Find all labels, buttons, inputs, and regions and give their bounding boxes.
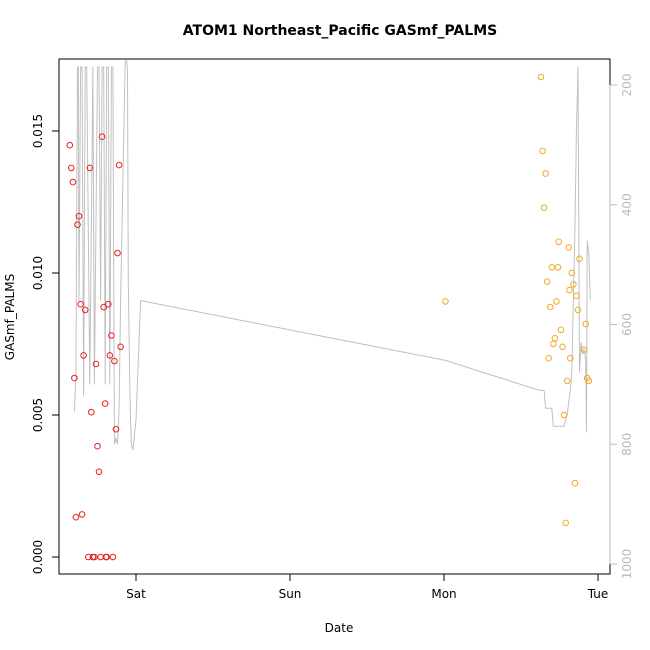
data-point-series-2: [562, 519, 570, 527]
y-axis: 0.000 0.005 0.010 0.015: [31, 114, 60, 574]
data-point-series-2: [574, 306, 582, 314]
data-point-series-1: [109, 553, 117, 561]
y2-tick-label: 400: [620, 193, 634, 216]
data-point-series-2: [550, 340, 557, 348]
data-point-series-1: [66, 141, 74, 149]
plot-frame: [58, 58, 611, 575]
data-point-series-1: [77, 300, 84, 308]
data-point-series-1: [98, 133, 106, 140]
data-point-series-1: [94, 442, 101, 450]
data-point-series-2: [576, 255, 583, 263]
data-point-series-1: [71, 374, 78, 382]
data-point-series-1: [112, 425, 120, 433]
data-point-series-1: [95, 468, 103, 476]
data-point-series-1: [97, 553, 104, 561]
data-point-series-1: [115, 161, 123, 169]
data-point-series-2: [555, 238, 563, 246]
chart-title: ATOM1 Northeast_Pacific GASmf_PALMS: [183, 23, 497, 39]
data-point-series-1: [91, 553, 98, 561]
y2-tick-label: 600: [620, 313, 634, 336]
data-point-series-2: [571, 479, 579, 487]
data-point-series-2: [580, 346, 588, 354]
y-axis-title: GASmf_PALMS: [3, 274, 17, 360]
data-point-series-1: [105, 300, 112, 308]
data-point-series-1: [106, 352, 114, 359]
data-point-series-1: [74, 221, 81, 228]
data-point-series-1: [92, 360, 100, 368]
data-point-series-1: [103, 553, 110, 561]
y2-tick-label: 1000: [620, 549, 634, 580]
data-point-series-1: [111, 357, 118, 365]
data-point-series-1: [68, 164, 75, 172]
x-axis: Sat Sun Mon Tue: [126, 573, 609, 601]
data-point-series-2: [573, 292, 580, 300]
data-point-series-2: [543, 278, 551, 285]
data-point-series-1: [81, 306, 89, 314]
data-point-series-1: [69, 178, 77, 186]
data-point-series-2: [567, 354, 574, 362]
data-point-series-1: [101, 400, 109, 407]
data-point-series-1: [86, 164, 94, 172]
data-point-series-1: [85, 553, 92, 561]
x-tick-label: Sun: [279, 587, 302, 601]
data-point-series-1: [117, 343, 124, 351]
data-point-series-2: [566, 286, 573, 294]
data-point-series-2: [582, 320, 590, 328]
data-point-series-2: [554, 264, 562, 271]
y-tick-label: 0.015: [31, 114, 45, 148]
data-point-series-2: [537, 73, 545, 81]
data-point-series-2: [547, 303, 554, 311]
data-point-series-1: [100, 303, 107, 311]
data-point-series-1: [80, 352, 87, 359]
y-tick-label: 0.010: [31, 256, 45, 290]
altitude-trace-layer: [73, 60, 591, 451]
data-point-series-2: [539, 147, 546, 155]
data-point-series-2: [568, 269, 576, 277]
y2-tick-label: 800: [620, 433, 634, 456]
y-tick-label: 0.005: [31, 398, 45, 432]
x-tick-label: Mon: [431, 587, 456, 601]
data-point-series-1: [75, 212, 83, 220]
y2-tick-label: 200: [620, 74, 634, 97]
x-axis-title: Date: [325, 621, 354, 635]
data-point-series-1: [88, 408, 95, 416]
data-point-series-1: [114, 249, 121, 257]
data-point-series-2: [553, 298, 560, 305]
y2-axis: 200 400 600 800 1000: [609, 74, 634, 580]
points-layer: [66, 73, 593, 561]
data-point-series-2: [560, 411, 568, 419]
data-point-series-2: [551, 335, 559, 342]
data-point-series-2: [442, 298, 449, 305]
data-point-series-2: [559, 343, 566, 351]
data-point-series-2: [565, 244, 573, 251]
data-point-series-1: [78, 511, 86, 518]
x-tick-label: Sat: [126, 587, 146, 601]
x-tick-label: Tue: [587, 587, 609, 601]
data-point-series-1: [108, 332, 115, 339]
data-point-series-2: [570, 281, 577, 288]
data-point-series-2: [545, 354, 553, 362]
data-point-series-1: [72, 513, 80, 521]
data-point-series-2: [548, 264, 556, 271]
data-point-series-2: [563, 377, 571, 385]
data-point-series-2: [540, 204, 548, 211]
data-point-series-2: [557, 326, 565, 334]
y-tick-label: 0.000: [31, 540, 45, 574]
altitude-trace-line: [73, 60, 591, 451]
data-point-series-2: [585, 377, 593, 385]
data-point-series-2: [542, 170, 549, 177]
